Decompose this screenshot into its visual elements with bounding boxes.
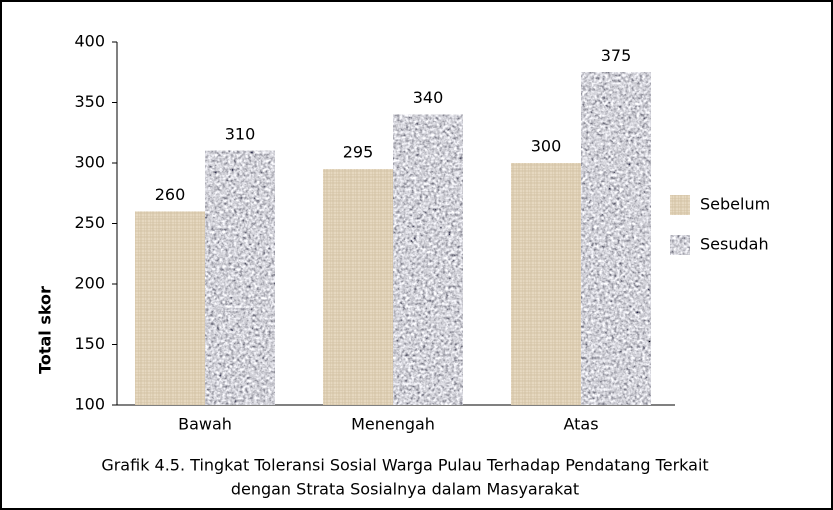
legend-swatch bbox=[670, 195, 690, 215]
data-label: 260 bbox=[155, 185, 186, 204]
y-tick-label: 250 bbox=[74, 213, 105, 232]
bar bbox=[581, 72, 651, 405]
chart-title: Grafik 4.5. Tingkat Toleransi Sosial War… bbox=[101, 456, 708, 475]
y-tick-label: 350 bbox=[74, 92, 105, 111]
bar bbox=[205, 150, 275, 405]
y-tick-label: 200 bbox=[74, 274, 105, 293]
data-label: 310 bbox=[225, 124, 256, 143]
legend-label: Sesudah bbox=[700, 235, 769, 254]
data-label: 340 bbox=[413, 88, 444, 107]
chart-title: dengan Strata Sosialnya dalam Masyarakat bbox=[231, 480, 579, 499]
bar bbox=[393, 114, 463, 405]
y-tick-label: 100 bbox=[74, 395, 105, 414]
bar bbox=[511, 163, 581, 405]
bar bbox=[135, 211, 205, 405]
y-tick-label: 300 bbox=[74, 153, 105, 172]
x-tick-label: Bawah bbox=[178, 415, 232, 434]
x-tick-label: Atas bbox=[563, 415, 598, 434]
y-tick-label: 400 bbox=[74, 32, 105, 51]
data-label: 295 bbox=[343, 143, 374, 162]
legend-label: Sebelum bbox=[700, 195, 770, 214]
y-tick-label: 150 bbox=[74, 334, 105, 353]
y-axis-label: Total skor bbox=[36, 286, 55, 374]
data-label: 300 bbox=[531, 137, 562, 156]
data-label: 375 bbox=[601, 46, 632, 65]
x-tick-label: Menengah bbox=[351, 415, 435, 434]
legend-swatch bbox=[670, 235, 690, 255]
bar bbox=[323, 169, 393, 405]
